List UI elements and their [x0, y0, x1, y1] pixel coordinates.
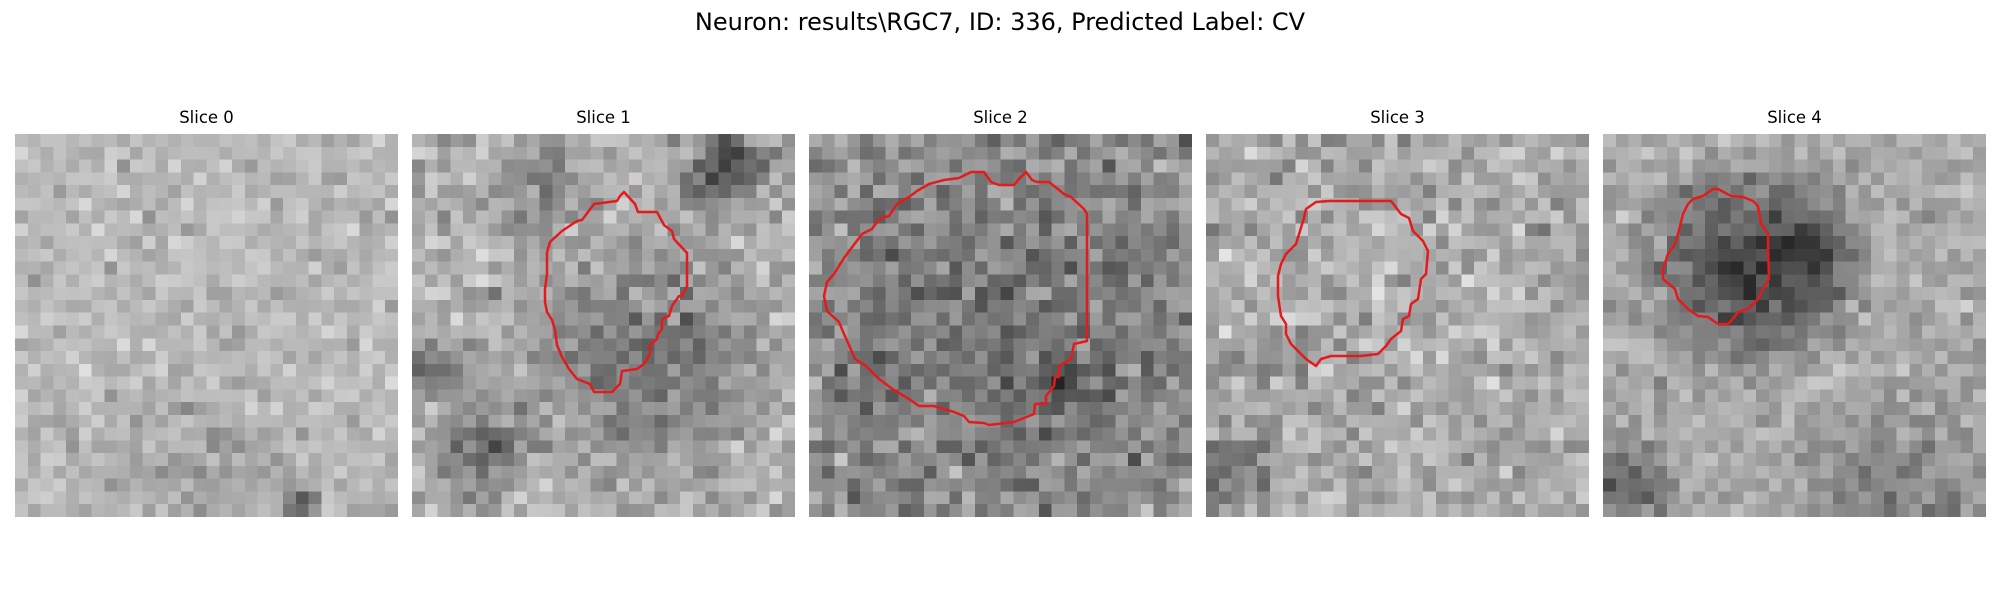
- slice-texture: [1603, 134, 1986, 517]
- slice-title: Slice 2: [973, 108, 1028, 127]
- roi-contour: [822, 170, 1089, 427]
- slice-image: [412, 134, 795, 517]
- slice-title: Slice 3: [1370, 108, 1425, 127]
- slice-image: [809, 134, 1192, 517]
- slice-panel-1: Slice 1: [412, 108, 795, 517]
- slice-image: [15, 134, 398, 517]
- slice-title: Slice 4: [1767, 108, 1822, 127]
- slice-texture: [809, 134, 1192, 517]
- roi-contour: [1276, 199, 1430, 368]
- slice-panel-4: Slice 4: [1603, 108, 1986, 517]
- slice-panel-2: Slice 2: [809, 108, 1192, 517]
- slice-image: [1206, 134, 1589, 517]
- slice-texture: [412, 134, 795, 517]
- roi-contour: [543, 190, 689, 394]
- figure-title: Neuron: results\RGC7, ID: 336, Predicted…: [694, 8, 1306, 36]
- slice-title: Slice 1: [576, 108, 631, 127]
- roi-contour: [1661, 187, 1771, 326]
- slice-image: [1603, 134, 1986, 517]
- slice-texture: [1206, 134, 1589, 517]
- slice-panel-3: Slice 3: [1206, 108, 1589, 517]
- slice-texture: [15, 134, 398, 517]
- slice-panel-0: Slice 0: [15, 108, 398, 517]
- slice-title: Slice 0: [179, 108, 234, 127]
